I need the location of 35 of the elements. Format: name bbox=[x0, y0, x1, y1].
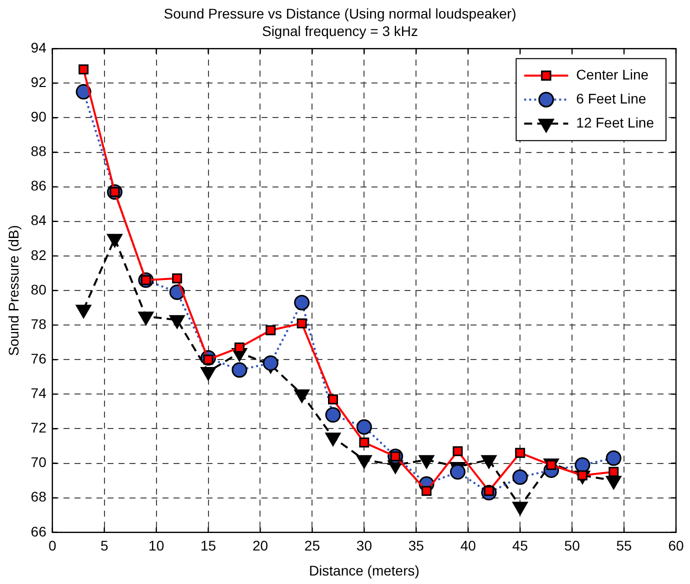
x-axis-title: Distance (meters) bbox=[308, 562, 420, 578]
x-tick-label: 45 bbox=[512, 538, 528, 554]
legend-label: 12 Feet Line bbox=[576, 114, 654, 130]
x-tick-label: 40 bbox=[460, 538, 476, 554]
x-tick-label: 55 bbox=[616, 538, 632, 554]
y-tick-label: 88 bbox=[30, 143, 47, 160]
y-tick-label: 80 bbox=[30, 281, 47, 298]
legend-label: Center Line bbox=[576, 66, 649, 82]
y-tick-label: 90 bbox=[30, 108, 47, 125]
x-tick-label: 5 bbox=[100, 538, 108, 554]
y-tick-label: 94 bbox=[30, 39, 47, 56]
y-tick-label: 68 bbox=[30, 488, 47, 505]
y-tick-label: 86 bbox=[30, 178, 47, 194]
y-axis-title: Sound Pressure (dB) bbox=[5, 225, 22, 356]
x-tick-label: 10 bbox=[148, 538, 164, 554]
y-tick-label: 82 bbox=[30, 246, 47, 263]
x-tick-label: 50 bbox=[564, 538, 580, 554]
y-tick-label: 78 bbox=[30, 316, 47, 332]
y-tick-label: 92 bbox=[30, 74, 47, 90]
x-tick-label: 20 bbox=[252, 538, 268, 554]
x-tick-label: 15 bbox=[200, 538, 216, 554]
y-tick-label: 72 bbox=[30, 420, 47, 436]
chart-title: Sound Pressure vs Distance (Using normal loudspeaker) bbox=[164, 5, 516, 22]
x-tick-label: 30 bbox=[356, 538, 372, 554]
x-tick-label: 35 bbox=[408, 538, 424, 554]
y-tick-label: 66 bbox=[30, 523, 47, 540]
y-tick-label: 70 bbox=[30, 454, 47, 470]
y-tick-label: 74 bbox=[30, 385, 47, 402]
x-tick-label: 60 bbox=[668, 538, 684, 554]
y-tick-label: 76 bbox=[30, 350, 47, 366]
x-tick-label: 25 bbox=[304, 538, 320, 554]
chart-subtitle: Signal frequency = 3 kHz bbox=[262, 23, 418, 40]
y-tick-label: 84 bbox=[30, 212, 47, 228]
x-tick-label: 0 bbox=[48, 538, 56, 554]
legend-label: 6 Feet Line bbox=[576, 90, 646, 106]
